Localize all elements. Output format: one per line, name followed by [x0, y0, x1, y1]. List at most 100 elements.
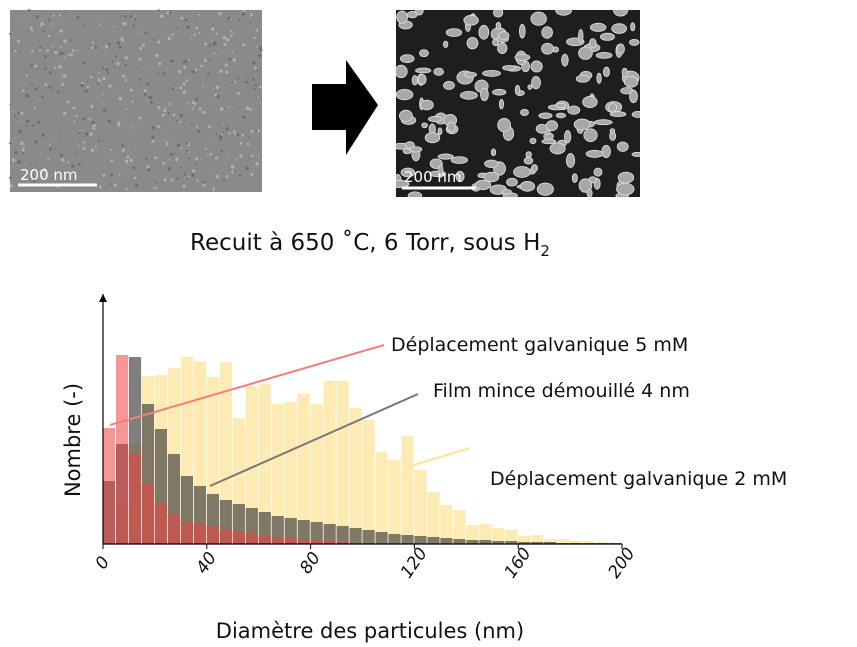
grain	[198, 107, 202, 111]
particle	[417, 74, 427, 85]
particle	[415, 67, 432, 74]
grain	[154, 186, 157, 189]
grain	[219, 69, 223, 74]
grain	[202, 110, 206, 114]
grain	[108, 42, 111, 46]
grain	[124, 27, 127, 29]
grain	[253, 87, 256, 91]
grain	[166, 128, 168, 130]
grain	[76, 152, 79, 155]
grain	[23, 17, 25, 19]
grain	[159, 124, 161, 126]
bar	[336, 542, 349, 544]
grain	[18, 129, 23, 134]
particle	[536, 182, 554, 196]
grain	[186, 25, 190, 29]
grain	[179, 45, 182, 48]
legend-label: Film mince démouillé 4 nm	[433, 380, 690, 402]
grain	[105, 67, 109, 72]
grain	[140, 103, 143, 106]
grain	[62, 74, 67, 78]
grain	[163, 108, 167, 113]
grain	[97, 139, 101, 143]
particle	[630, 22, 636, 32]
grain	[227, 16, 231, 20]
grain	[163, 178, 167, 182]
grain	[13, 49, 17, 53]
particle	[599, 32, 615, 41]
grain	[158, 61, 162, 66]
bar	[479, 524, 492, 544]
grain	[191, 101, 195, 105]
grain	[151, 139, 155, 143]
grain	[241, 12, 246, 16]
grain	[232, 110, 234, 113]
grain	[259, 48, 263, 52]
bar	[128, 454, 142, 544]
bar	[323, 541, 336, 544]
grain	[180, 147, 183, 150]
grain	[170, 152, 174, 156]
grain	[220, 150, 223, 153]
grain	[201, 85, 204, 88]
grain	[237, 77, 240, 80]
grain	[215, 85, 220, 89]
grain	[60, 83, 64, 86]
bar	[453, 539, 466, 544]
grain	[43, 68, 45, 70]
grain	[191, 22, 193, 25]
grain	[105, 109, 108, 112]
particle	[583, 128, 598, 142]
grain	[126, 155, 130, 159]
particle	[616, 43, 625, 55]
particle	[442, 40, 449, 49]
grain	[52, 14, 55, 17]
grain	[102, 76, 106, 81]
particle	[621, 67, 628, 78]
grain	[255, 29, 259, 32]
bar	[518, 542, 531, 544]
grain	[201, 59, 203, 61]
grain	[41, 95, 44, 99]
bar	[531, 535, 544, 544]
grain	[191, 173, 195, 177]
particle	[541, 26, 553, 39]
bar	[388, 460, 401, 544]
grain	[226, 38, 230, 42]
grain	[172, 113, 176, 117]
grain	[149, 117, 152, 119]
grain	[60, 140, 63, 143]
particle	[519, 181, 536, 192]
grain	[212, 186, 215, 189]
grain	[170, 178, 174, 182]
grain	[124, 159, 129, 164]
grain	[196, 18, 198, 21]
grain	[129, 158, 133, 162]
grain	[54, 50, 58, 55]
grain	[104, 44, 108, 48]
particle	[530, 60, 543, 73]
grain	[203, 58, 208, 62]
grain	[59, 29, 64, 33]
grain	[219, 107, 224, 111]
grain	[171, 33, 174, 36]
particle	[541, 42, 554, 55]
particle	[527, 84, 533, 90]
particle	[586, 188, 593, 197]
grain	[194, 163, 197, 166]
grain	[191, 70, 195, 74]
grain	[192, 169, 196, 173]
grain	[118, 174, 121, 177]
grain	[77, 144, 80, 147]
particle	[589, 22, 607, 32]
leader-line	[109, 344, 385, 426]
grain	[239, 141, 243, 145]
particle	[433, 67, 444, 76]
grain	[9, 184, 13, 188]
grain	[230, 18, 232, 21]
grain	[141, 43, 146, 47]
grain	[254, 83, 258, 87]
bar	[115, 355, 129, 544]
sem-texture	[8, 8, 263, 192]
particle	[555, 102, 567, 108]
